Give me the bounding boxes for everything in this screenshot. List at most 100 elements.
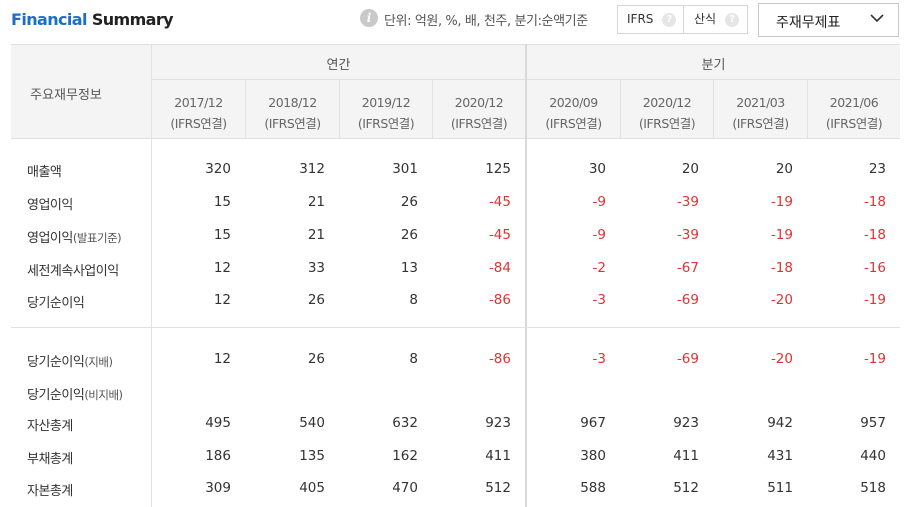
info-icon[interactable]: i bbox=[360, 9, 378, 27]
table-cell: -20 bbox=[770, 351, 793, 367]
table-cell: -9 bbox=[592, 194, 606, 210]
table-cell: 495 bbox=[205, 415, 231, 431]
table-cell: -3 bbox=[592, 292, 606, 308]
help-icon[interactable]: ? bbox=[662, 12, 677, 27]
period-header: 2020/12 (IFRS연결) bbox=[621, 92, 713, 134]
period-header: 2017/12 (IFRS연결) bbox=[152, 92, 245, 134]
period-basis: (IFRS연결) bbox=[450, 116, 508, 131]
table-cell: 12 bbox=[213, 260, 231, 276]
table-cell: 512 bbox=[673, 480, 699, 496]
row-label-main: 자본총계 bbox=[27, 484, 73, 499]
period-date: 2020/12 bbox=[642, 95, 692, 110]
table-cell: -39 bbox=[676, 227, 699, 243]
period-basis: (IFRS연결) bbox=[170, 116, 227, 131]
table-cell: 20 bbox=[681, 161, 699, 177]
period-basis: (IFRS연결) bbox=[732, 116, 789, 131]
table-cell: -84 bbox=[488, 260, 511, 276]
table-cell: 21 bbox=[307, 227, 325, 243]
statement-select-value: 주재무제표 bbox=[776, 15, 841, 31]
row-label-main: 매출액 bbox=[27, 165, 62, 180]
table-cell: 23 bbox=[868, 161, 886, 177]
table-cell: -67 bbox=[676, 260, 699, 276]
table-cell: 540 bbox=[299, 415, 325, 431]
accounting-toggle: IFRS? 산식? bbox=[617, 5, 748, 34]
chevron-down-icon bbox=[870, 14, 884, 23]
table-cell: 967 bbox=[580, 415, 606, 431]
title-accent: Financial bbox=[11, 10, 87, 29]
period-date: 2021/06 bbox=[829, 95, 879, 110]
table-cell: -18 bbox=[770, 260, 793, 276]
table-cell: 30 bbox=[588, 161, 606, 177]
table-cell: -86 bbox=[488, 292, 511, 308]
period-basis: (IFRS연결) bbox=[264, 116, 321, 131]
table-cell: 518 bbox=[860, 480, 886, 496]
table-cell: 135 bbox=[299, 448, 325, 464]
group-quarter: 분기 bbox=[701, 58, 726, 73]
table-cell: 21 bbox=[307, 194, 325, 210]
table-cell: -2 bbox=[592, 260, 606, 276]
row-label: 영업이익 bbox=[27, 194, 73, 213]
ifrs-label: IFRS bbox=[627, 12, 654, 26]
table-cell: -86 bbox=[488, 351, 511, 367]
row-label: 당기순이익(지배) bbox=[27, 351, 113, 370]
table-cell: 942 bbox=[767, 415, 793, 431]
table-cell: -20 bbox=[770, 292, 793, 308]
table-header bbox=[11, 44, 900, 139]
corner-label: 주요재무정보 bbox=[30, 88, 102, 103]
table-cell: 923 bbox=[485, 415, 511, 431]
period-header: 2019/12 (IFRS연결) bbox=[340, 92, 432, 134]
help-icon[interactable]: ? bbox=[725, 12, 740, 27]
statement-select[interactable]: 주재무제표 bbox=[758, 3, 899, 37]
table-cell: -9 bbox=[592, 227, 606, 243]
table-cell: -18 bbox=[863, 227, 886, 243]
table-cell: -19 bbox=[770, 227, 793, 243]
table-cell: 15 bbox=[213, 227, 231, 243]
table-cell: 125 bbox=[485, 161, 511, 177]
formula-option[interactable]: 산식? bbox=[684, 6, 747, 33]
table-cell: -69 bbox=[676, 351, 699, 367]
row-label: 자산총계 bbox=[27, 415, 73, 434]
period-basis: (IFRS연결) bbox=[357, 116, 415, 131]
table-cell: 309 bbox=[205, 480, 231, 496]
table-cell: 431 bbox=[767, 448, 793, 464]
row-label-sub: (지배) bbox=[84, 355, 113, 369]
row-label-main: 세전계속사업이익 bbox=[27, 264, 119, 279]
row-label-main: 영업이익 bbox=[27, 198, 73, 213]
table-cell: -19 bbox=[770, 194, 793, 210]
table-cell: 12 bbox=[213, 351, 231, 367]
table-cell: 312 bbox=[299, 161, 325, 177]
table-cell: -45 bbox=[488, 227, 511, 243]
table-cell: 8 bbox=[409, 292, 418, 308]
period-header: 2021/06 (IFRS연결) bbox=[808, 92, 900, 134]
row-label-main: 당기순이익 bbox=[27, 296, 85, 311]
row-label-main: 영업이익 bbox=[27, 231, 73, 246]
table-cell: 12 bbox=[213, 292, 231, 308]
table-cell: -45 bbox=[488, 194, 511, 210]
table-cell: 13 bbox=[400, 260, 418, 276]
period-basis: (IFRS연결) bbox=[545, 116, 602, 131]
table-cell: -18 bbox=[863, 194, 886, 210]
period-date: 2018/12 bbox=[268, 95, 317, 110]
group-annual: 연간 bbox=[326, 58, 351, 73]
period-date: 2021/03 bbox=[736, 95, 785, 110]
row-label-sub: (발표기준) bbox=[72, 231, 122, 245]
row-label: 영업이익(발표기준) bbox=[27, 227, 122, 246]
period-basis: (IFRS연결) bbox=[638, 116, 696, 131]
row-label: 매출액 bbox=[27, 161, 62, 180]
table-cell: 26 bbox=[400, 227, 418, 243]
table-cell: 411 bbox=[673, 448, 699, 464]
period-header: 2020/12 (IFRS연결) bbox=[433, 92, 525, 134]
row-label: 당기순이익(비지배) bbox=[27, 384, 123, 403]
period-header: 2021/03 (IFRS연결) bbox=[714, 92, 807, 134]
table-cell: -19 bbox=[863, 292, 886, 308]
page-title: Financial Summary bbox=[11, 10, 174, 29]
table-cell: -39 bbox=[676, 194, 699, 210]
row-label-main: 자산총계 bbox=[27, 419, 73, 434]
row-label: 부채총계 bbox=[27, 448, 73, 467]
row-label: 당기순이익 bbox=[27, 292, 85, 311]
title-rest: Summary bbox=[86, 10, 174, 29]
table-cell: -16 bbox=[863, 260, 886, 276]
table-cell: 957 bbox=[860, 415, 886, 431]
period-basis: (IFRS연결) bbox=[825, 116, 883, 131]
ifrs-option[interactable]: IFRS? bbox=[618, 6, 684, 33]
